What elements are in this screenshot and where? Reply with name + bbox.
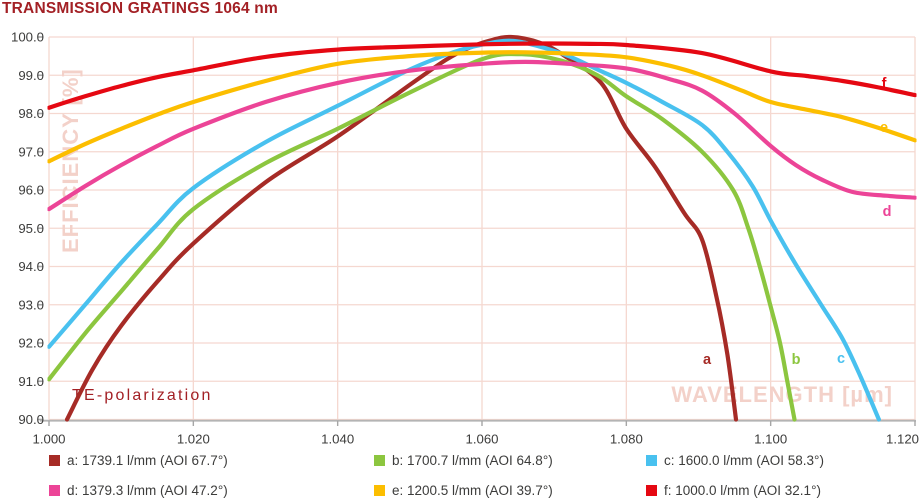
legend-label-f: f: 1000.0 l/mm (AOI 32.1°) bbox=[664, 482, 821, 498]
legend-label-c: c: 1600.0 l/mm (AOI 58.3°) bbox=[664, 452, 824, 468]
te-polarization-label: TE-polarization bbox=[72, 387, 213, 404]
x-tick-label: 1.120 bbox=[886, 432, 919, 447]
legend-swatch-c bbox=[646, 454, 657, 466]
legend-swatch-b bbox=[374, 454, 385, 466]
curve-label-b: b bbox=[792, 352, 801, 368]
legend-swatch-f bbox=[646, 484, 657, 496]
legend-item-a: a: 1739.1 l/mm (AOI 67.7°) bbox=[49, 452, 228, 468]
legend-item-b: b: 1700.7 l/mm (AOI 64.8°) bbox=[374, 452, 553, 468]
y-tick-label: 94.0 bbox=[18, 259, 44, 274]
legend-swatch-a bbox=[49, 454, 60, 466]
curve-a bbox=[64, 34, 739, 422]
x-tick-label: 1.020 bbox=[177, 432, 210, 447]
x-tick-label: 1.080 bbox=[610, 432, 643, 447]
x-tick-label: 1.040 bbox=[321, 432, 354, 447]
y-tick-label: 96.0 bbox=[18, 183, 44, 198]
legend-item-f: f: 1000.0 l/mm (AOI 32.1°) bbox=[646, 482, 821, 498]
plot-area: EFFICIENCY [%]WAVELENGTH [µm]100.099.098… bbox=[11, 30, 919, 447]
curve-d bbox=[47, 59, 917, 212]
curve-e bbox=[47, 50, 917, 164]
curve-label-f: f bbox=[882, 76, 887, 92]
legend-label-e: e: 1200.5 l/mm (AOI 39.7°) bbox=[392, 482, 553, 498]
legend-label-b: b: 1700.7 l/mm (AOI 64.8°) bbox=[392, 452, 553, 468]
curve-b bbox=[47, 51, 797, 422]
curve-label-a: a bbox=[703, 352, 712, 368]
legend-swatch-e bbox=[374, 484, 385, 496]
curve-f bbox=[47, 41, 917, 110]
curve-label-c: c bbox=[837, 351, 845, 367]
legend-label-a: a: 1739.1 l/mm (AOI 67.7°) bbox=[67, 452, 228, 468]
y-tick-label: 98.0 bbox=[18, 106, 44, 121]
y-tick-label: 97.0 bbox=[18, 144, 44, 159]
y-tick-label: 100.0 bbox=[11, 30, 44, 45]
x-tick-label: 1.100 bbox=[754, 432, 787, 447]
legend-item-c: c: 1600.0 l/mm (AOI 58.3°) bbox=[646, 452, 824, 468]
y-tick-label: 99.0 bbox=[18, 68, 44, 83]
legend-label-d: d: 1379.3 l/mm (AOI 47.2°) bbox=[67, 482, 228, 498]
legend-item-e: e: 1200.5 l/mm (AOI 39.7°) bbox=[374, 482, 553, 498]
curve-label-e: e bbox=[880, 120, 888, 136]
y-tick-label: 93.0 bbox=[18, 297, 44, 312]
legend-item-d: d: 1379.3 l/mm (AOI 47.2°) bbox=[49, 482, 228, 498]
legend-swatch-d bbox=[49, 484, 60, 496]
y-tick-label: 90.0 bbox=[18, 412, 44, 427]
y-tick-label: 95.0 bbox=[18, 221, 44, 236]
y-tick-label: 92.0 bbox=[18, 336, 44, 351]
y-tick-label: 91.0 bbox=[18, 374, 44, 389]
x-tick-label: 1.000 bbox=[32, 432, 65, 447]
curve-label-d: d bbox=[883, 204, 892, 220]
x-tick-label: 1.060 bbox=[465, 432, 498, 447]
wavelength-watermark: WAVELENGTH [µm] bbox=[671, 382, 893, 407]
chart-title: TRANSMISSION GRATINGS 1064 nm bbox=[2, 0, 278, 17]
